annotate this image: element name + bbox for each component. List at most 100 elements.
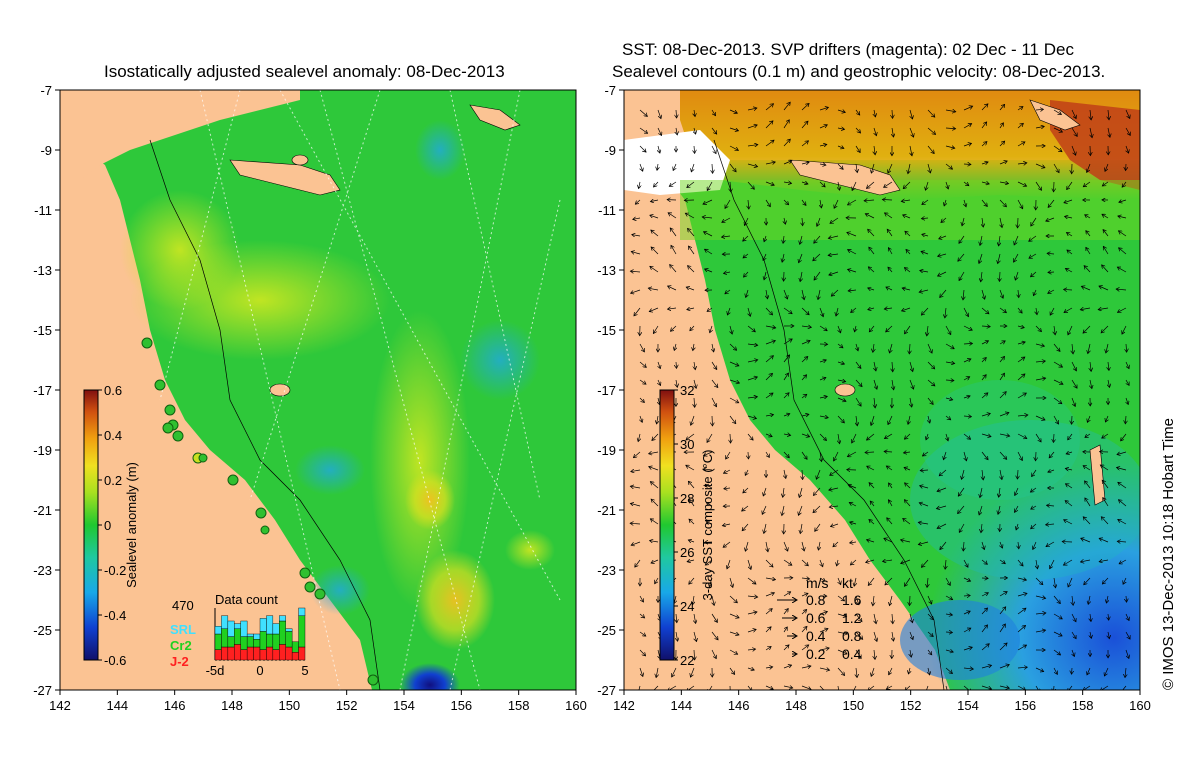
velocity-vector (927, 397, 933, 404)
velocity-vector (694, 397, 695, 407)
velocity-vector (639, 361, 646, 367)
velocity-vector (981, 104, 988, 111)
velocity-vector (1126, 379, 1129, 385)
velocity-vector (676, 109, 677, 118)
velocity-vector (903, 518, 911, 525)
velocity-vector (1050, 307, 1055, 315)
velocity-vector (801, 182, 808, 184)
velocity-vector (1118, 519, 1127, 525)
velocity-vector (819, 648, 829, 650)
left-lat-label: -15 (33, 323, 52, 338)
velocity-vector (784, 627, 787, 633)
velocity-vector (727, 307, 730, 315)
right-lon-label: 156 (1014, 698, 1036, 713)
right-lat-label: -13 (597, 263, 616, 278)
velocity-vector (694, 379, 696, 388)
velocity-vector (964, 199, 966, 207)
velocity-vector (747, 416, 756, 419)
velocity-vector (1033, 541, 1037, 550)
velocity-vector (1053, 145, 1062, 152)
velocity-vector (729, 577, 733, 587)
velocity-vector (1032, 469, 1037, 477)
velocity-vector (819, 307, 823, 317)
velocity-vector (864, 200, 875, 201)
velocity-vector (945, 559, 946, 569)
velocity-vector (801, 357, 808, 363)
velocity-vector (838, 433, 840, 444)
velocity-vector (704, 232, 713, 237)
velocity-vector (783, 645, 789, 651)
velocity-vector (874, 145, 875, 155)
velocity-vector (1090, 631, 1091, 638)
right-lat-label: -19 (597, 443, 616, 458)
velocity-vector (712, 163, 713, 173)
velocity-vector (640, 163, 643, 171)
velocity-vector (765, 104, 774, 111)
velocity-vector (940, 541, 947, 550)
velocity-vector (828, 254, 839, 255)
velocity-vector (694, 361, 695, 370)
velocity-vector (762, 505, 767, 514)
velocity-vector (743, 487, 749, 493)
velocity-vector (999, 199, 1006, 207)
velocity-vector (783, 665, 792, 669)
velocity-vector (819, 181, 825, 187)
velocity-vector (1102, 214, 1109, 219)
velocity-vector (837, 163, 843, 169)
velocity-vector (729, 613, 739, 618)
velocity-vector (784, 217, 785, 224)
right-lat-label: -9 (604, 143, 616, 158)
velocity-vector (819, 396, 827, 398)
velocity-vector (711, 613, 717, 622)
velocity-vector (1081, 286, 1091, 291)
velocity-vector (945, 307, 946, 318)
velocity-vector (747, 433, 753, 440)
velocity-vector (937, 523, 947, 528)
velocity-vector (936, 505, 947, 509)
velocity-vector (1053, 433, 1054, 443)
velocity-vector (765, 646, 771, 651)
sla-colorbar-label: Sealevel anomaly (m) (124, 462, 139, 588)
velocity-vector (1071, 109, 1076, 119)
velocity-vector (649, 467, 659, 471)
velocity-vector (852, 433, 857, 443)
velocity-vector (848, 250, 857, 255)
velocity-vector (837, 343, 843, 348)
velocity-vector (766, 289, 768, 299)
velocity-vector (963, 595, 970, 596)
velocity-vector (765, 140, 774, 147)
velocity-vector (783, 487, 784, 497)
velocity-vector (747, 145, 758, 146)
velocity-vector (981, 559, 987, 564)
velocity-vector (945, 667, 952, 674)
inset-x-label: -5d (206, 663, 225, 678)
velocity-vector (820, 559, 823, 567)
velocity-vector (1117, 307, 1127, 312)
velocity-vector (927, 613, 934, 620)
velocity-vector (1104, 667, 1109, 676)
velocity-vector (865, 214, 875, 219)
velocity-vector (945, 343, 954, 349)
velocity-vector (782, 253, 784, 262)
velocity-vector (855, 379, 862, 387)
velocity-vector (999, 182, 1009, 184)
velocity-vector (819, 325, 827, 331)
velocity-vector (765, 341, 775, 345)
velocity-vector (963, 289, 964, 300)
velocity-vector (871, 667, 875, 676)
velocity-vector (981, 608, 988, 615)
sla-colorbar-tick-label: 0 (104, 518, 111, 533)
velocity-vector (1014, 235, 1019, 245)
velocity-vector (1085, 215, 1091, 218)
velocity-vector (747, 559, 751, 569)
velocity-vector (829, 506, 839, 507)
velocity-vector (657, 127, 662, 136)
velocity-vector (725, 199, 731, 208)
velocity-vector (850, 559, 857, 565)
velocity-vector (744, 271, 749, 277)
velocity-vector (1068, 685, 1073, 690)
velocity-vector (981, 122, 987, 129)
velocity-vector (639, 631, 646, 636)
velocity-vector (905, 483, 911, 489)
velocity-vector (1083, 325, 1091, 333)
